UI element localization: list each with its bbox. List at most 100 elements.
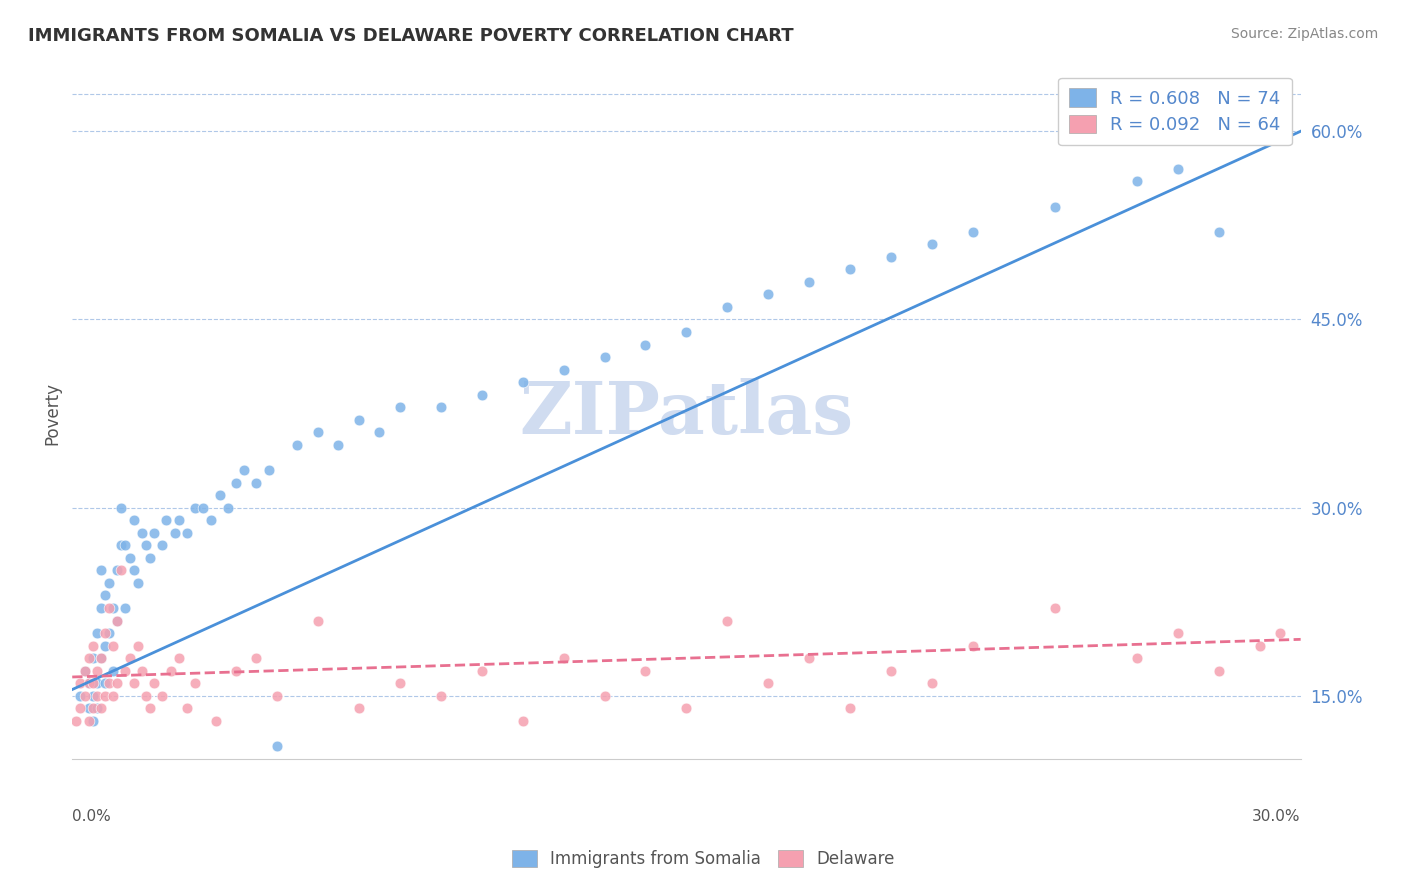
Point: [204, 714, 226, 728]
Point: [217, 500, 239, 515]
Point: [1208, 225, 1230, 239]
Point: [150, 538, 173, 552]
Point: [471, 664, 494, 678]
Point: [135, 689, 157, 703]
Point: [155, 513, 177, 527]
Point: [208, 488, 231, 502]
Point: [1126, 174, 1149, 188]
Point: [86, 676, 108, 690]
Point: [105, 563, 128, 577]
Point: [101, 639, 124, 653]
Point: [553, 362, 575, 376]
Point: [200, 513, 222, 527]
Point: [114, 601, 136, 615]
Point: [98, 626, 121, 640]
Point: [69, 689, 91, 703]
Point: [176, 525, 198, 540]
Point: [101, 689, 124, 703]
Point: [98, 575, 121, 590]
Point: [1249, 639, 1271, 653]
Point: [1043, 601, 1066, 615]
Point: [77, 676, 100, 690]
Text: 0.0%: 0.0%: [72, 809, 111, 823]
Point: [69, 676, 91, 690]
Point: [245, 475, 267, 490]
Point: [163, 525, 186, 540]
Point: [1270, 124, 1292, 138]
Point: [94, 639, 117, 653]
Point: [799, 651, 821, 665]
Point: [77, 651, 100, 665]
Point: [90, 701, 112, 715]
Point: [756, 676, 779, 690]
Point: [82, 701, 104, 715]
Point: [1126, 651, 1149, 665]
Point: [82, 714, 104, 728]
Point: [82, 639, 104, 653]
Point: [94, 626, 117, 640]
Point: [880, 664, 903, 678]
Point: [118, 651, 141, 665]
Point: [328, 438, 350, 452]
Point: [167, 513, 190, 527]
Point: [139, 701, 162, 715]
Point: [839, 262, 862, 277]
Point: [880, 250, 903, 264]
Point: [921, 237, 943, 252]
Point: [90, 651, 112, 665]
Point: [73, 664, 96, 678]
Point: [114, 664, 136, 678]
Point: [110, 500, 132, 515]
Point: [593, 350, 616, 364]
Point: [921, 676, 943, 690]
Point: [368, 425, 391, 440]
Point: [114, 538, 136, 552]
Point: [512, 714, 534, 728]
Point: [266, 689, 288, 703]
Legend: Immigrants from Somalia, Delaware: Immigrants from Somalia, Delaware: [505, 843, 901, 875]
Point: [94, 589, 117, 603]
Point: [634, 664, 657, 678]
Point: [98, 601, 121, 615]
Point: [512, 375, 534, 389]
Point: [347, 413, 370, 427]
Point: [127, 575, 149, 590]
Point: [962, 225, 984, 239]
Point: [98, 676, 121, 690]
Point: [1167, 626, 1189, 640]
Point: [101, 601, 124, 615]
Point: [150, 689, 173, 703]
Point: [135, 538, 157, 552]
Point: [193, 500, 215, 515]
Point: [90, 563, 112, 577]
Text: IMMIGRANTS FROM SOMALIA VS DELAWARE POVERTY CORRELATION CHART: IMMIGRANTS FROM SOMALIA VS DELAWARE POVE…: [28, 27, 794, 45]
Y-axis label: Poverty: Poverty: [44, 382, 60, 445]
Point: [86, 689, 108, 703]
Point: [716, 300, 738, 314]
Text: 30.0%: 30.0%: [1253, 809, 1301, 823]
Point: [82, 676, 104, 690]
Point: [756, 287, 779, 301]
Point: [101, 664, 124, 678]
Point: [73, 689, 96, 703]
Point: [90, 651, 112, 665]
Legend: R = 0.608   N = 74, R = 0.092   N = 64: R = 0.608 N = 74, R = 0.092 N = 64: [1059, 78, 1292, 145]
Point: [94, 689, 117, 703]
Point: [245, 651, 267, 665]
Point: [675, 701, 697, 715]
Point: [82, 651, 104, 665]
Point: [77, 714, 100, 728]
Point: [77, 701, 100, 715]
Point: [86, 626, 108, 640]
Point: [962, 639, 984, 653]
Point: [429, 689, 451, 703]
Point: [122, 563, 145, 577]
Point: [86, 701, 108, 715]
Point: [131, 525, 153, 540]
Point: [131, 664, 153, 678]
Point: [105, 676, 128, 690]
Point: [94, 676, 117, 690]
Point: [716, 614, 738, 628]
Point: [105, 614, 128, 628]
Point: [86, 664, 108, 678]
